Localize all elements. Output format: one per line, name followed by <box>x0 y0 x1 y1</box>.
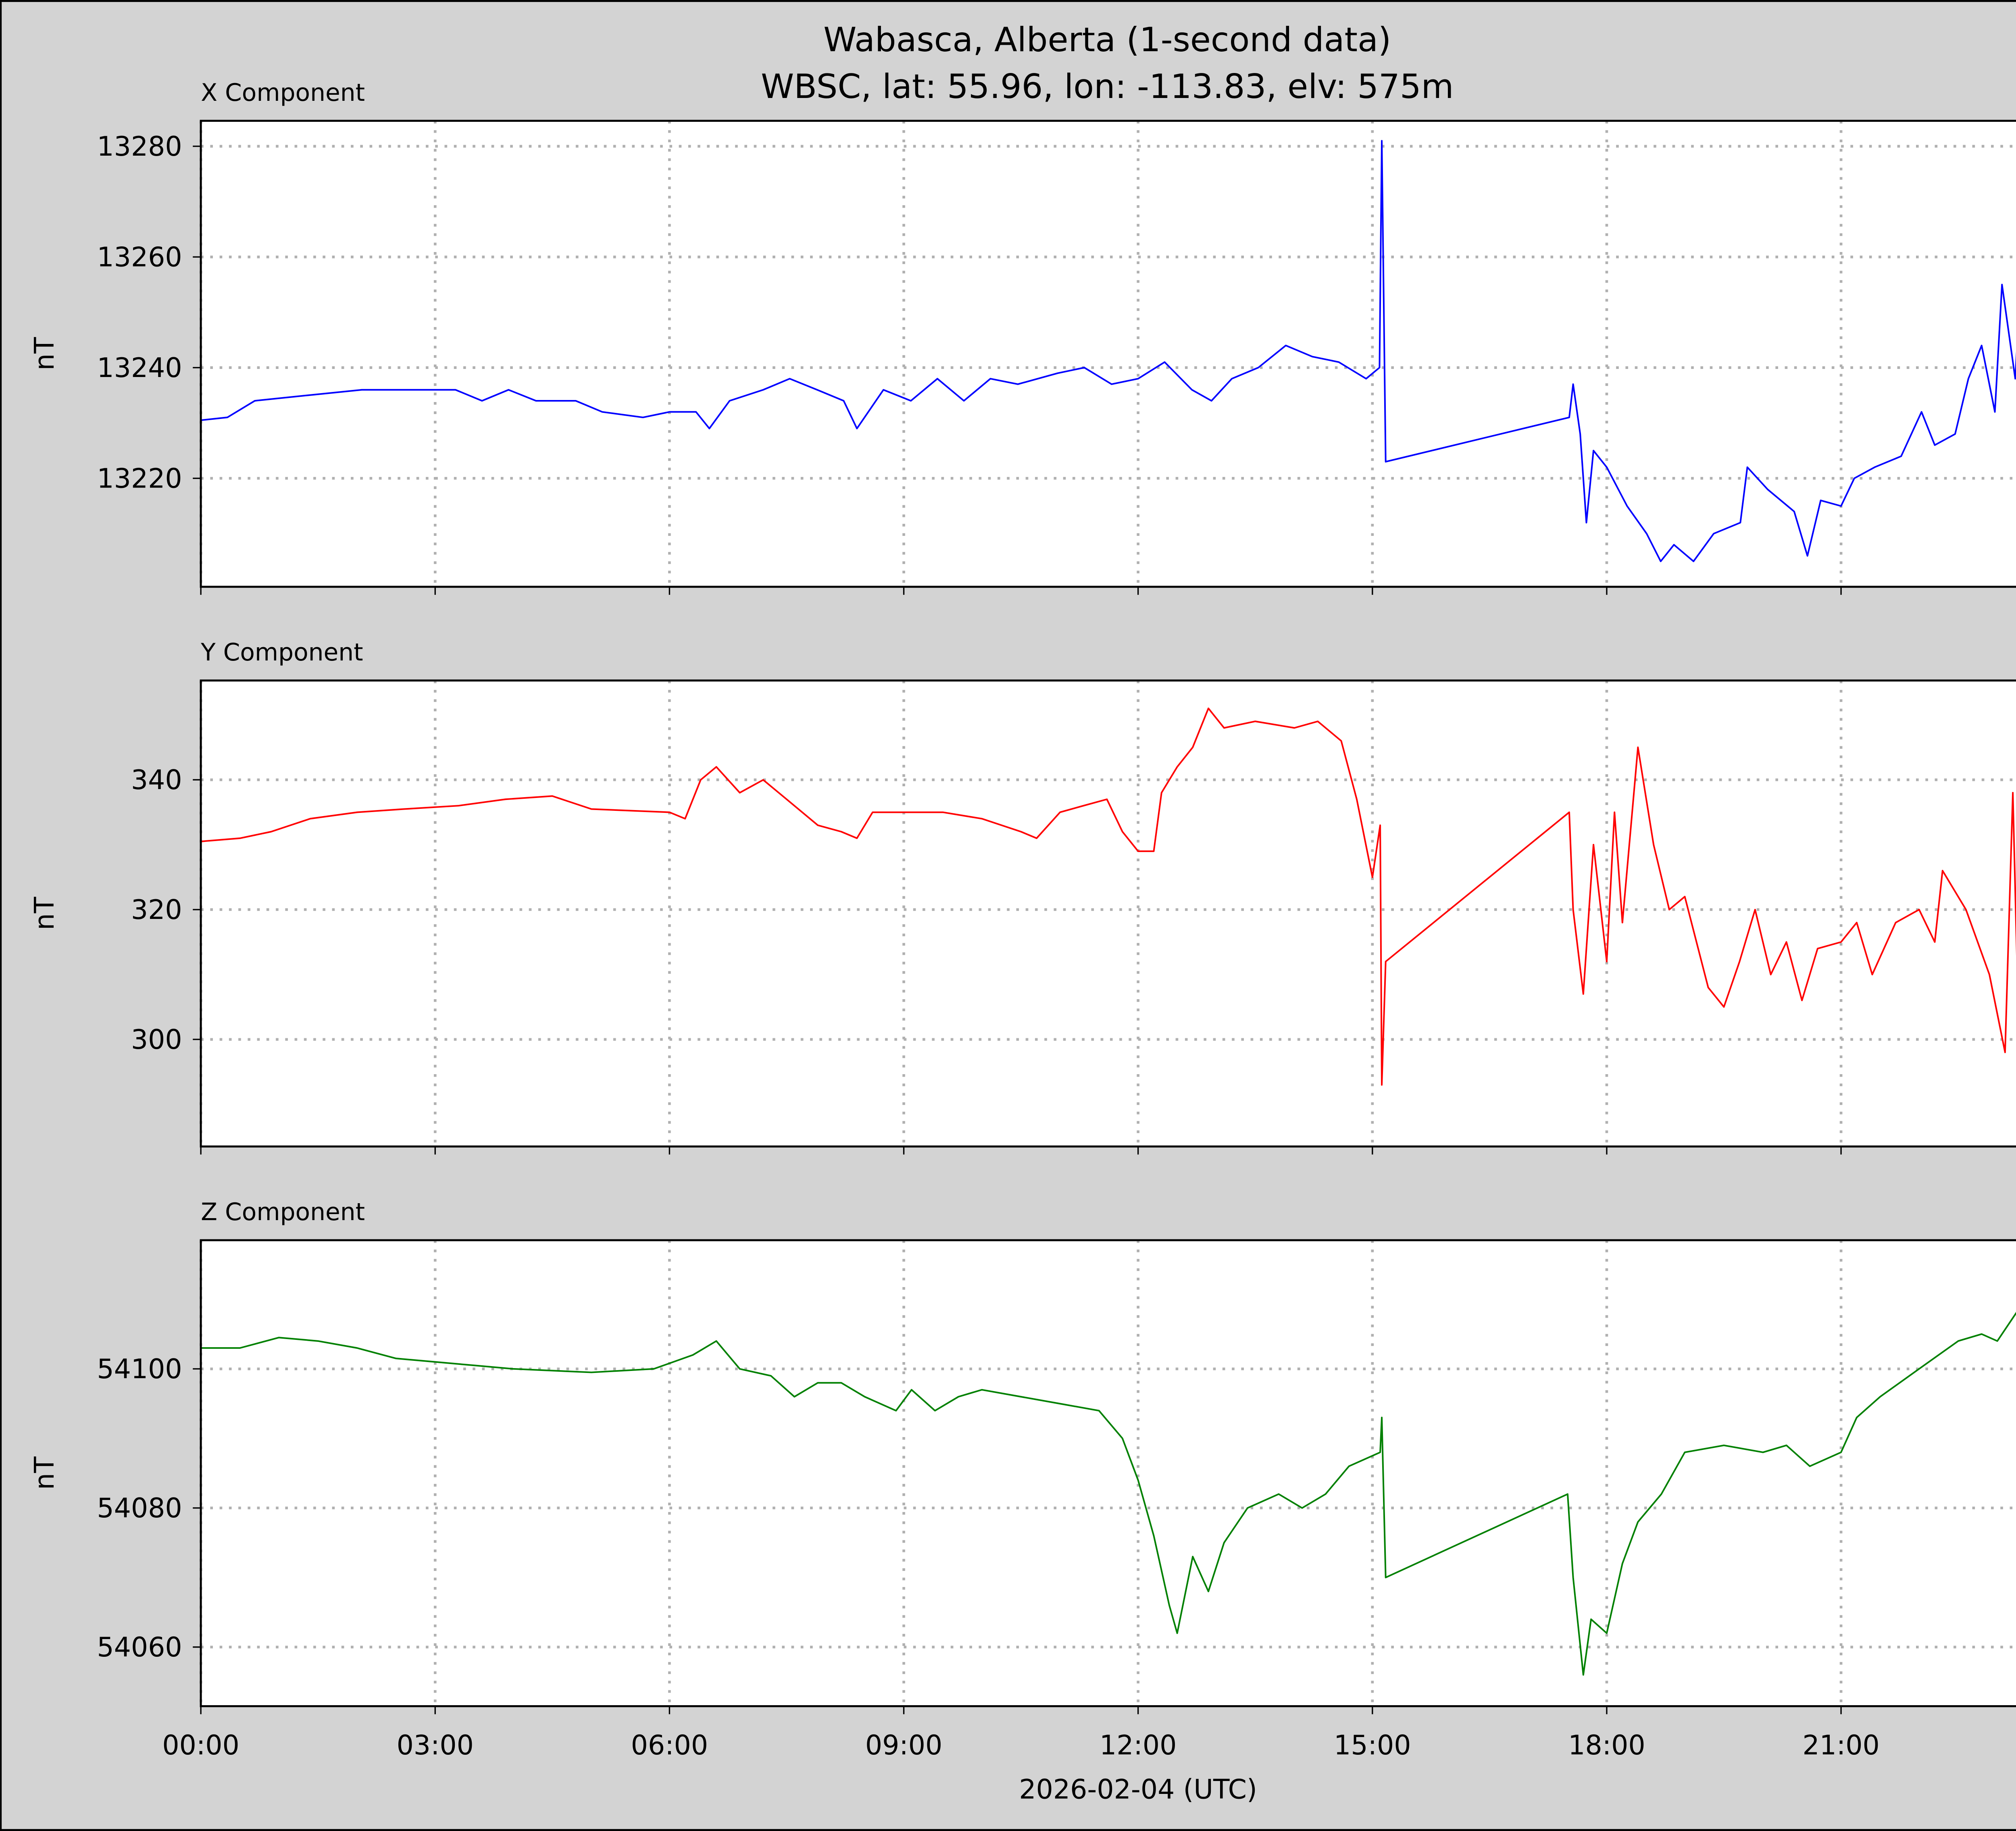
series-line <box>201 1312 2016 1676</box>
y-tick-label: 13220 <box>97 462 182 494</box>
y-tick-label: 54080 <box>97 1492 182 1524</box>
panel-title: Z Component <box>201 1198 365 1226</box>
x-tick-label: 06:00 <box>631 1729 708 1761</box>
y-tick-label: 54100 <box>97 1353 182 1385</box>
panel-z-component: Z Component 00:00 03:00 06:00 09:00 12:00 15:0… <box>29 1198 2016 1761</box>
plot-frame <box>200 679 2016 1148</box>
x-tick-label: 03:00 <box>397 1729 474 1761</box>
x-tick-label: 18:00 <box>1568 1729 1645 1761</box>
y-tick-label: 13280 <box>97 131 182 162</box>
panel-title: X Component <box>201 79 365 107</box>
y-tick-label: 54060 <box>97 1631 182 1663</box>
y-tick-label: 13240 <box>97 352 182 383</box>
x-tick-label: 15:00 <box>1334 1729 1411 1761</box>
panel-y-component: Y Component 300 320 340 nT <box>29 639 2016 1155</box>
series-line <box>200 140 2016 562</box>
y-tick-label: 320 <box>131 894 182 925</box>
x-tick-label: 12:00 <box>1100 1729 1177 1761</box>
y-axis-label: nT <box>29 1456 60 1490</box>
plot-area <box>201 680 2016 1147</box>
plot-frame <box>200 1239 2016 1707</box>
y-tick-label: 300 <box>131 1024 182 1055</box>
y-axis-label: nT <box>29 897 60 930</box>
plot-frame <box>200 120 2016 588</box>
x-tick-label: 09:00 <box>865 1729 942 1761</box>
plot-area <box>201 1240 2016 1706</box>
panel-title: Y Component <box>200 639 363 667</box>
y-tick-label: 13260 <box>97 241 182 273</box>
plot-area <box>201 121 2016 587</box>
series-line <box>200 707 2016 1086</box>
x-tick-label: 00:00 <box>162 1729 239 1761</box>
x-tick-label: 21:00 <box>1802 1729 1879 1761</box>
y-tick-label: 340 <box>131 764 182 796</box>
chart-title: Wabasca, Alberta (1-second data) <box>823 20 1391 59</box>
x-axis-label: 2026-02-04 (UTC) <box>1019 1774 1257 1805</box>
panel-x-component: X Component 13220 13240 13260 13280 nT <box>29 79 2016 595</box>
chart-subtitle: WBSC, lat: 55.96, lon: -113.83, elv: 575… <box>761 67 1454 106</box>
y-axis-label: nT <box>29 337 60 371</box>
